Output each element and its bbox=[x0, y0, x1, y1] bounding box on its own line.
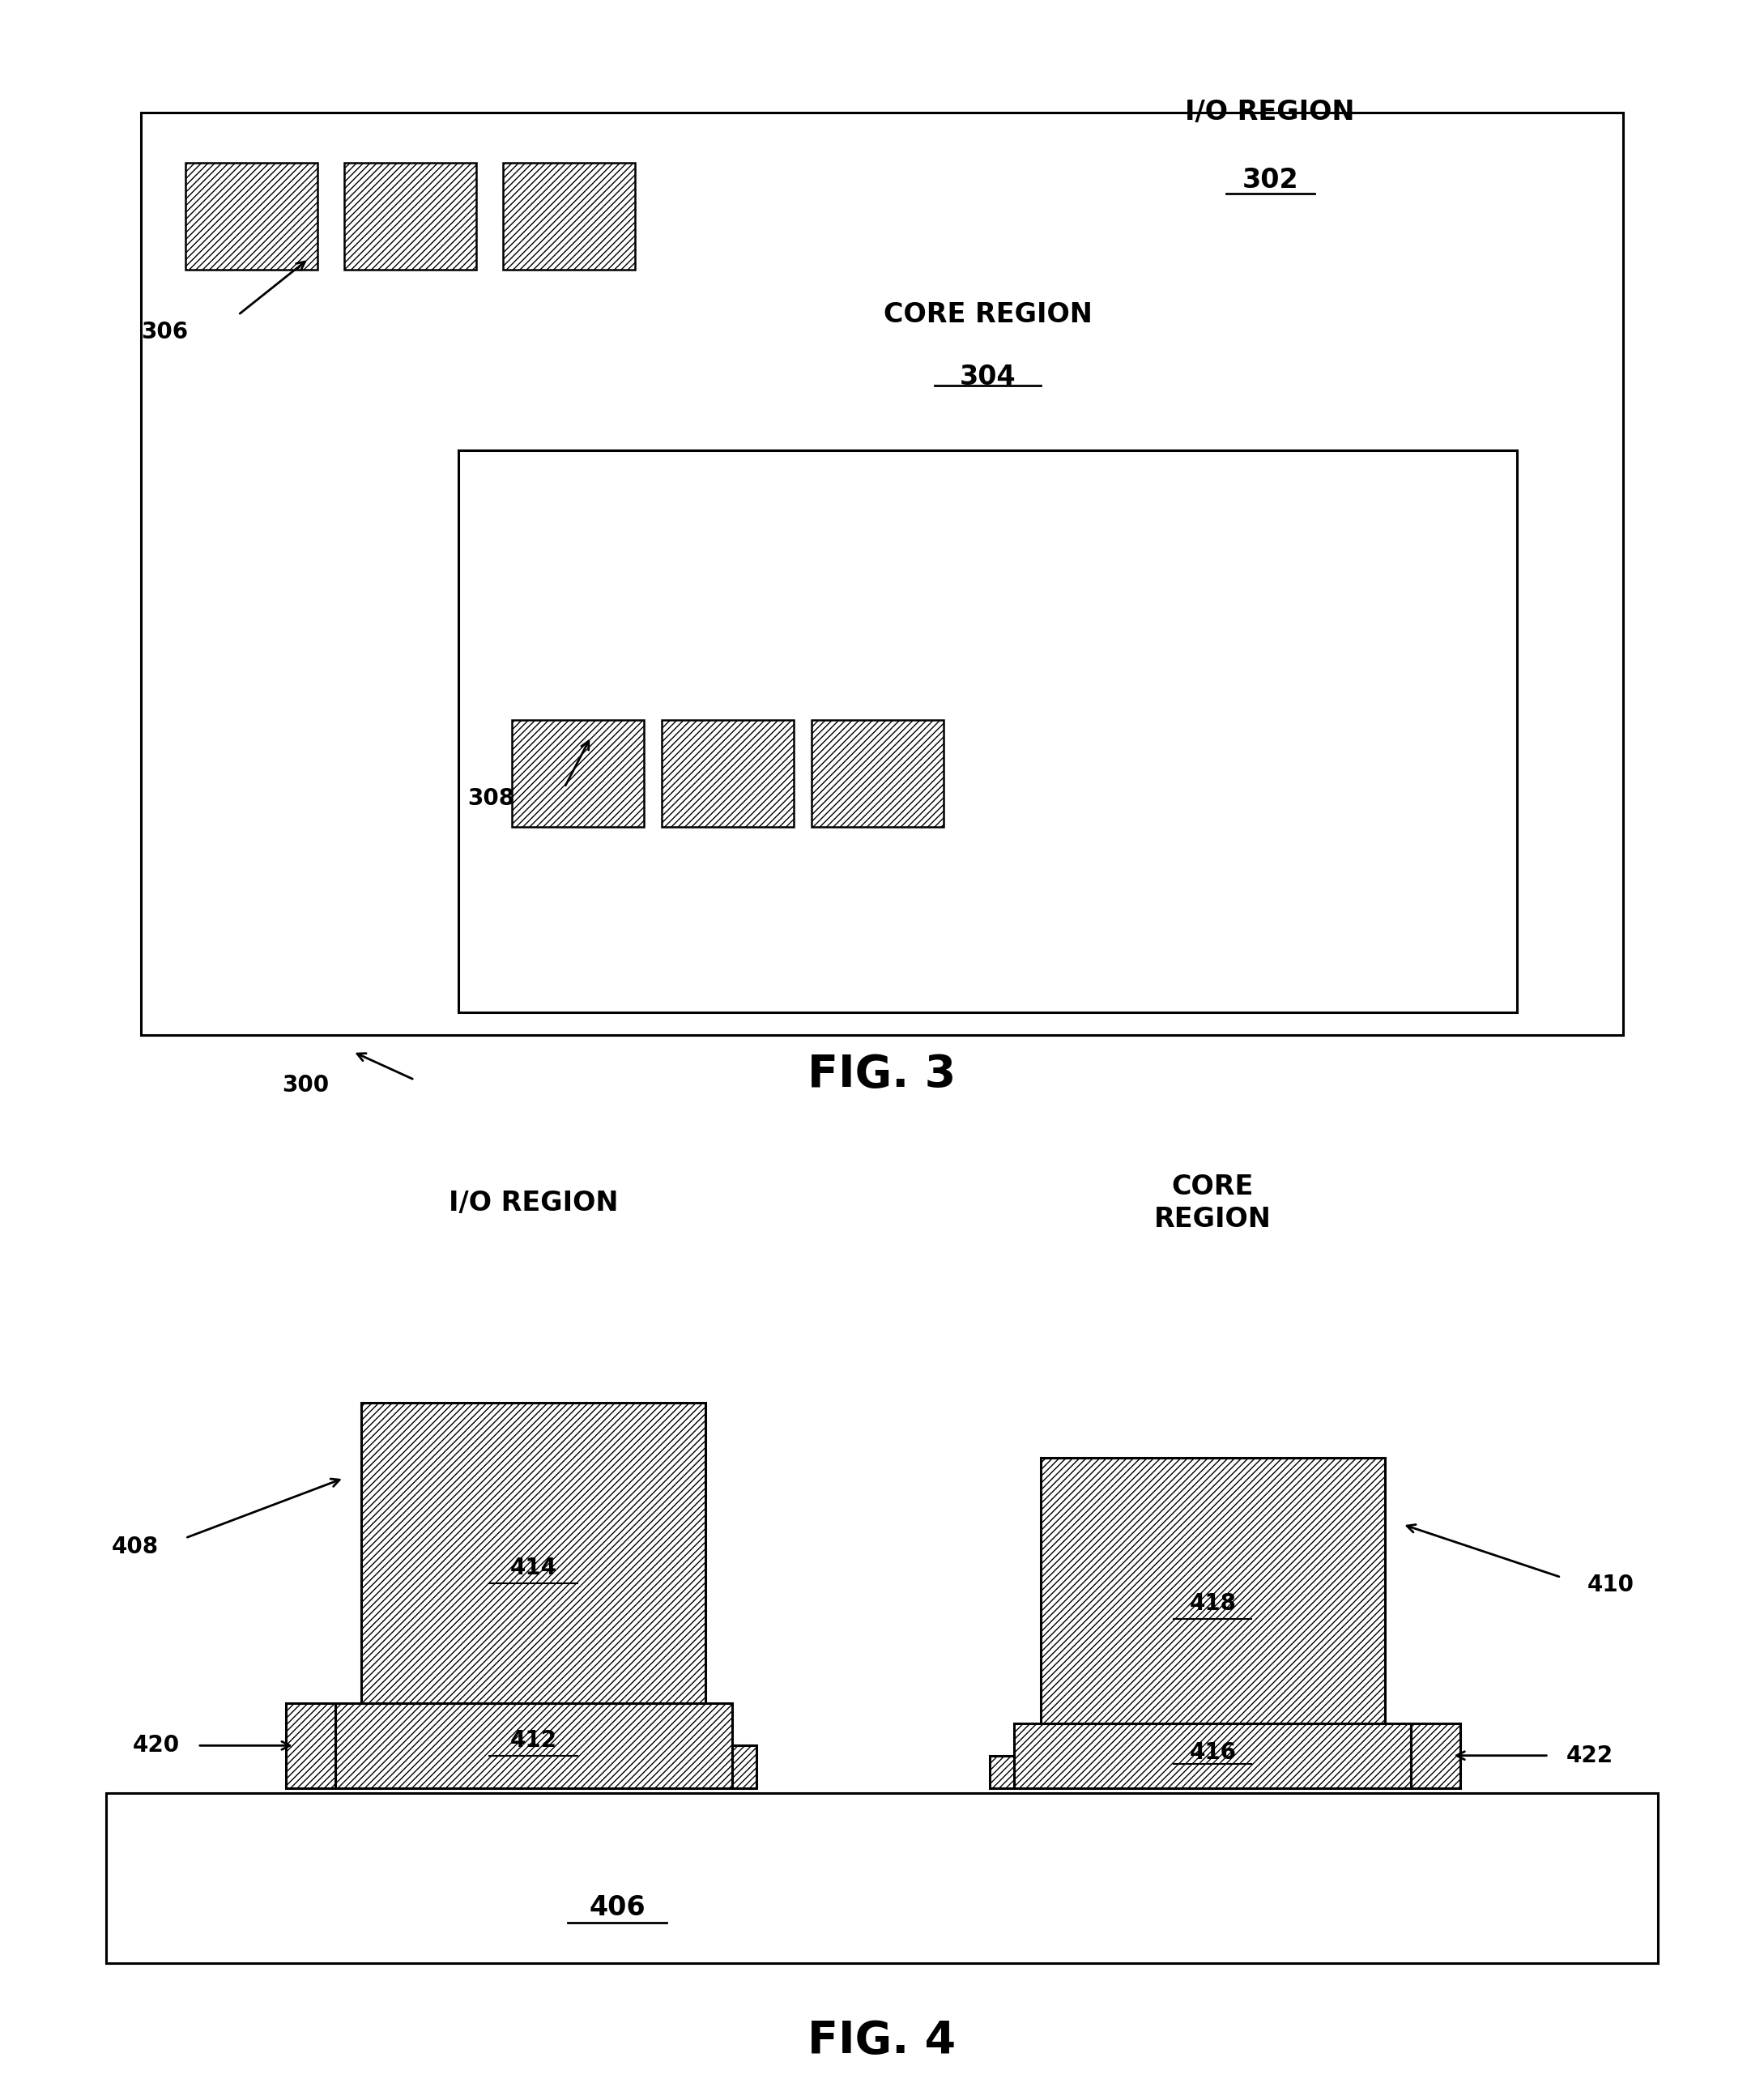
Text: 308: 308 bbox=[467, 787, 515, 810]
Text: 412: 412 bbox=[510, 1729, 557, 1752]
Bar bbox=[662, 721, 794, 827]
Text: CORE REGION: CORE REGION bbox=[884, 302, 1092, 329]
Text: I/O REGION: I/O REGION bbox=[1185, 100, 1355, 125]
Bar bbox=[459, 450, 1517, 1012]
Text: I/O REGION: I/O REGION bbox=[448, 1189, 619, 1216]
Text: 300: 300 bbox=[282, 1075, 330, 1098]
Text: 306: 306 bbox=[141, 321, 189, 344]
Bar bbox=[1014, 1723, 1411, 1787]
Bar bbox=[286, 1704, 335, 1787]
Text: 410: 410 bbox=[1588, 1575, 1635, 1596]
Bar bbox=[1041, 1458, 1385, 1723]
Bar bbox=[732, 1746, 757, 1787]
Bar bbox=[990, 1756, 1014, 1787]
Text: CORE
REGION: CORE REGION bbox=[1154, 1173, 1272, 1233]
Text: 408: 408 bbox=[111, 1535, 159, 1558]
Text: 422: 422 bbox=[1566, 1743, 1614, 1766]
Text: FIG. 3: FIG. 3 bbox=[808, 1054, 956, 1096]
Text: 418: 418 bbox=[1189, 1593, 1237, 1614]
Bar bbox=[503, 162, 635, 271]
Text: 406: 406 bbox=[589, 1896, 646, 1921]
Bar bbox=[344, 162, 476, 271]
Bar bbox=[1411, 1723, 1461, 1787]
Bar bbox=[362, 1404, 706, 1704]
Bar bbox=[185, 162, 318, 271]
Text: 420: 420 bbox=[132, 1735, 180, 1756]
Text: 304: 304 bbox=[960, 362, 1016, 390]
Text: 414: 414 bbox=[510, 1556, 557, 1579]
Text: 416: 416 bbox=[1189, 1741, 1237, 1764]
Bar bbox=[106, 1793, 1658, 1962]
Bar bbox=[141, 112, 1623, 1035]
Text: 302: 302 bbox=[1242, 167, 1298, 194]
Bar bbox=[811, 721, 944, 827]
Bar bbox=[512, 721, 644, 827]
Text: FIG. 4: FIG. 4 bbox=[808, 2018, 956, 2062]
Bar bbox=[335, 1704, 732, 1787]
